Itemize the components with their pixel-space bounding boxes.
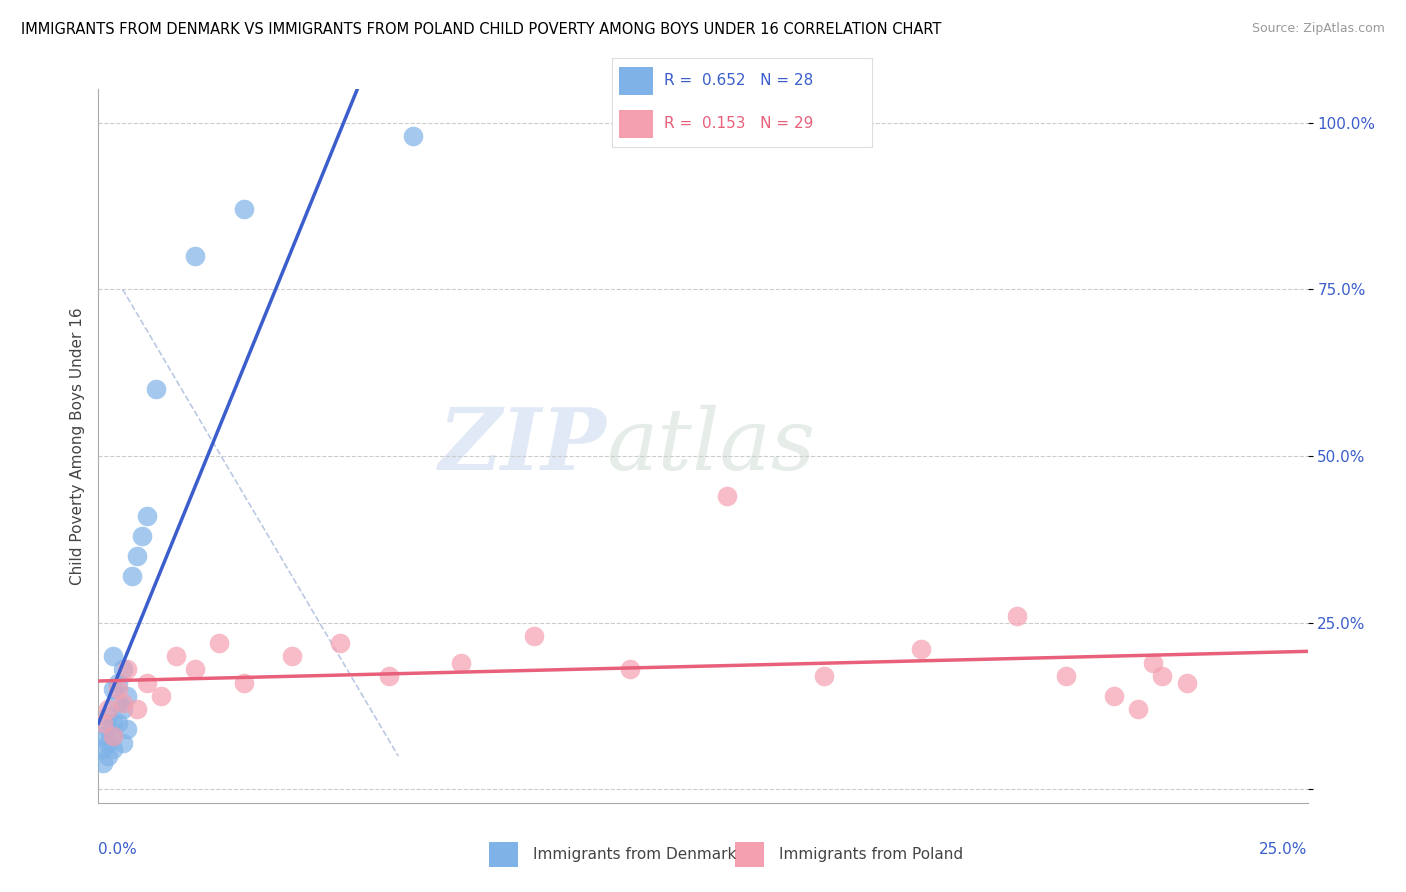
Point — [450, 656, 472, 670]
Point — [111, 662, 134, 676]
Point — [232, 202, 254, 217]
Point — [184, 662, 207, 676]
Point — [91, 742, 114, 756]
Point — [107, 675, 129, 690]
Point — [910, 642, 932, 657]
Point — [101, 715, 124, 730]
Point — [1054, 669, 1077, 683]
Point — [619, 662, 641, 676]
Point — [281, 649, 304, 664]
Point — [1142, 656, 1164, 670]
Point — [117, 723, 139, 737]
Point — [184, 249, 207, 263]
Text: ZIP: ZIP — [439, 404, 606, 488]
Point — [117, 662, 139, 676]
Point — [107, 715, 129, 730]
Point — [121, 569, 143, 583]
Point — [97, 736, 120, 750]
Point — [127, 549, 149, 563]
Point — [1152, 669, 1174, 683]
Bar — [734, 842, 765, 867]
Point — [145, 382, 167, 396]
Point — [101, 742, 124, 756]
Point — [127, 702, 149, 716]
Point — [165, 649, 187, 664]
Point — [91, 715, 114, 730]
Bar — [489, 842, 517, 867]
Bar — [620, 110, 654, 138]
Point — [232, 675, 254, 690]
Point — [97, 723, 120, 737]
Text: Immigrants from Denmark: Immigrants from Denmark — [533, 847, 737, 862]
Point — [208, 636, 231, 650]
Point — [101, 729, 124, 743]
Point — [91, 729, 114, 743]
Point — [97, 709, 120, 723]
Point — [101, 729, 124, 743]
Point — [1175, 675, 1198, 690]
Point — [97, 702, 120, 716]
Text: 25.0%: 25.0% — [1260, 842, 1308, 857]
Point — [813, 669, 835, 683]
Point — [131, 529, 153, 543]
Y-axis label: Child Poverty Among Boys Under 16: Child Poverty Among Boys Under 16 — [69, 307, 84, 585]
Text: R =  0.153   N = 29: R = 0.153 N = 29 — [664, 116, 813, 131]
Point — [329, 636, 352, 650]
Point — [716, 489, 738, 503]
Point — [91, 756, 114, 770]
Point — [111, 702, 134, 716]
Point — [111, 736, 134, 750]
Point — [97, 749, 120, 764]
Point — [150, 689, 173, 703]
Text: 0.0%: 0.0% — [98, 842, 138, 857]
Point — [117, 689, 139, 703]
Point — [111, 696, 134, 710]
Bar — [620, 67, 654, 95]
Point — [402, 128, 425, 143]
Point — [1128, 702, 1150, 716]
Point — [1007, 609, 1029, 624]
Text: Source: ZipAtlas.com: Source: ZipAtlas.com — [1251, 22, 1385, 36]
Text: R =  0.652   N = 28: R = 0.652 N = 28 — [664, 73, 813, 88]
Point — [101, 649, 124, 664]
Text: Immigrants from Poland: Immigrants from Poland — [779, 847, 963, 862]
Point — [107, 696, 129, 710]
Point — [135, 675, 157, 690]
Point — [107, 682, 129, 697]
Point — [101, 682, 124, 697]
Point — [523, 629, 546, 643]
Point — [377, 669, 399, 683]
Point — [1102, 689, 1125, 703]
Text: IMMIGRANTS FROM DENMARK VS IMMIGRANTS FROM POLAND CHILD POVERTY AMONG BOYS UNDER: IMMIGRANTS FROM DENMARK VS IMMIGRANTS FR… — [21, 22, 942, 37]
Text: atlas: atlas — [606, 405, 815, 487]
Point — [135, 509, 157, 524]
